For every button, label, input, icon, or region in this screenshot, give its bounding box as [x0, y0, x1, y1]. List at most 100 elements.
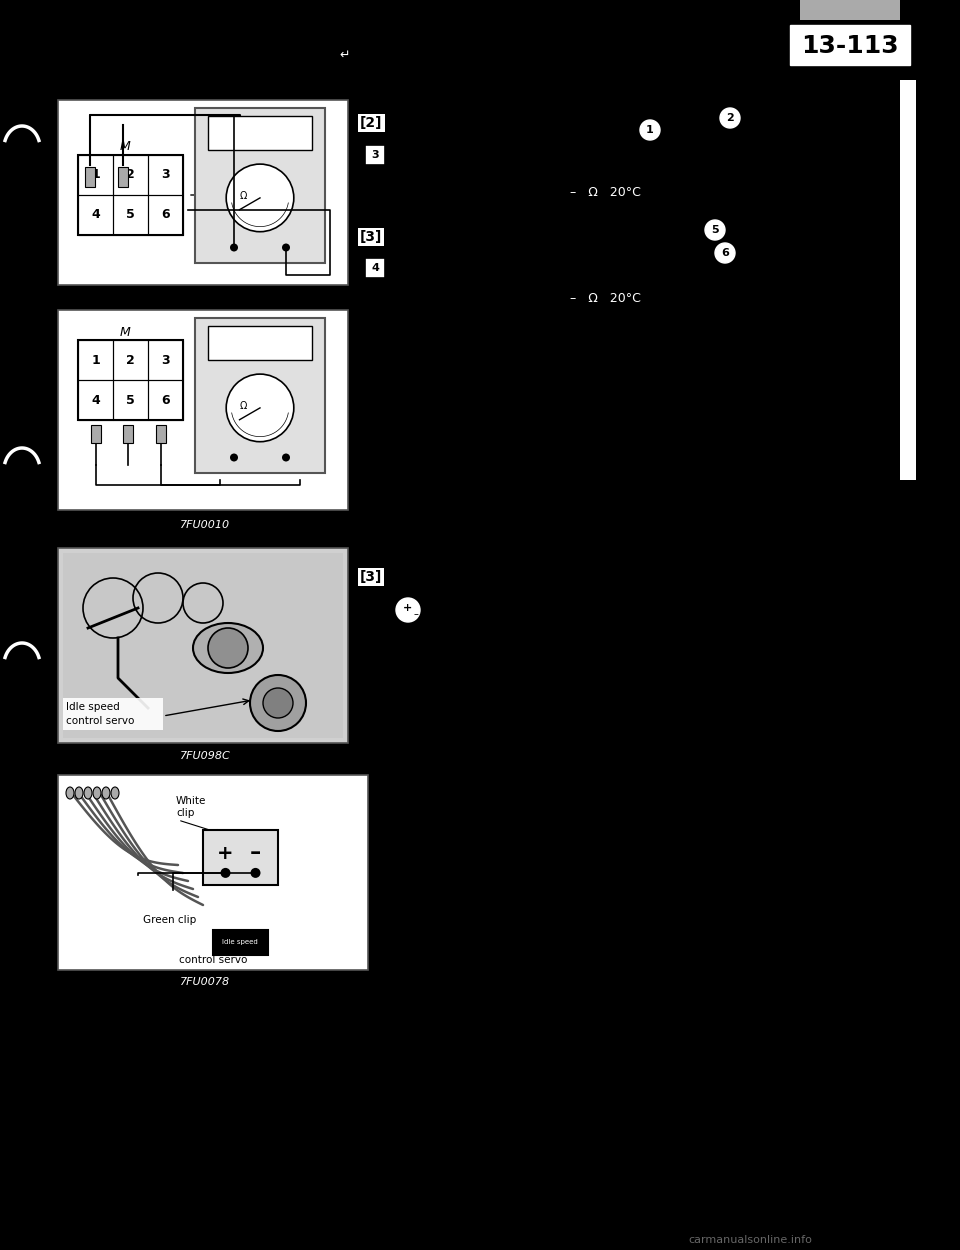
- Bar: [58, 775, 368, 970]
- Text: –: –: [414, 609, 419, 619]
- Text: 5: 5: [126, 209, 134, 221]
- Bar: [63, 552, 343, 738]
- Text: control servo: control servo: [66, 716, 134, 726]
- Text: –   Ω   20°C: – Ω 20°C: [570, 291, 641, 305]
- Circle shape: [705, 220, 725, 240]
- Text: Green clip: Green clip: [143, 915, 196, 925]
- Bar: [58, 310, 348, 510]
- Text: 3: 3: [161, 354, 170, 366]
- Text: 2: 2: [126, 354, 134, 366]
- Text: 7FU0078: 7FU0078: [180, 978, 230, 988]
- Bar: [365, 145, 385, 165]
- Circle shape: [230, 454, 238, 461]
- Bar: [800, 0, 900, 20]
- Text: 7FU098C: 7FU098C: [180, 751, 230, 761]
- Bar: [915, 0, 960, 1250]
- Circle shape: [221, 867, 230, 877]
- Text: 13-113: 13-113: [802, 34, 899, 58]
- Text: 2: 2: [126, 169, 134, 181]
- Circle shape: [227, 164, 294, 231]
- Text: 4: 4: [91, 209, 100, 221]
- Text: Idle speed: Idle speed: [222, 939, 258, 945]
- Ellipse shape: [93, 788, 101, 799]
- Text: [2]: [2]: [360, 116, 382, 130]
- Text: 1: 1: [646, 125, 654, 135]
- Bar: [58, 548, 348, 742]
- Ellipse shape: [66, 788, 74, 799]
- Text: Ω: Ω: [239, 191, 247, 201]
- Bar: [78, 195, 113, 235]
- Bar: [78, 155, 183, 235]
- Bar: [78, 155, 113, 195]
- Bar: [790, 25, 910, 65]
- Circle shape: [227, 374, 294, 441]
- Text: control servo: control servo: [179, 955, 247, 965]
- Bar: [63, 698, 163, 730]
- Bar: [78, 340, 113, 380]
- Text: +: +: [217, 844, 233, 862]
- Text: 6: 6: [721, 248, 729, 258]
- Text: 1: 1: [91, 354, 100, 366]
- Bar: [365, 258, 385, 278]
- Bar: [91, 425, 101, 442]
- Text: White
clip: White clip: [176, 796, 206, 819]
- Text: 1: 1: [91, 169, 100, 181]
- Text: 3: 3: [161, 169, 170, 181]
- Circle shape: [640, 120, 660, 140]
- Bar: [113, 340, 148, 380]
- Circle shape: [282, 244, 290, 251]
- Bar: [113, 155, 148, 195]
- Text: 4: 4: [91, 394, 100, 406]
- Bar: [113, 195, 148, 235]
- Circle shape: [396, 598, 420, 622]
- Text: 6: 6: [161, 209, 170, 221]
- Circle shape: [251, 867, 260, 877]
- Text: 4: 4: [372, 262, 379, 272]
- Circle shape: [263, 688, 293, 717]
- Bar: [78, 340, 183, 420]
- Bar: [148, 195, 183, 235]
- Text: +: +: [403, 602, 413, 612]
- Bar: [195, 318, 325, 472]
- Bar: [195, 107, 325, 262]
- Bar: [58, 100, 348, 285]
- Text: 5: 5: [126, 394, 134, 406]
- Text: 2: 2: [726, 112, 733, 123]
- Bar: [213, 930, 268, 955]
- Bar: [208, 116, 312, 150]
- Text: 6: 6: [161, 394, 170, 406]
- Text: [3]: [3]: [360, 570, 382, 584]
- Bar: [118, 168, 128, 187]
- Bar: [148, 340, 183, 380]
- Circle shape: [250, 675, 306, 731]
- Circle shape: [720, 107, 740, 127]
- Text: carmanualsonline.info: carmanualsonline.info: [688, 1235, 812, 1245]
- Text: –   Ω   20°C: – Ω 20°C: [570, 185, 641, 199]
- Circle shape: [282, 454, 290, 461]
- Text: 7FU0010: 7FU0010: [180, 520, 230, 530]
- Bar: [85, 168, 95, 187]
- Ellipse shape: [193, 622, 263, 672]
- Ellipse shape: [102, 788, 110, 799]
- Ellipse shape: [75, 788, 83, 799]
- Bar: [148, 380, 183, 420]
- Bar: [123, 425, 133, 442]
- Circle shape: [230, 244, 238, 251]
- Circle shape: [715, 242, 735, 262]
- Text: 3: 3: [372, 150, 379, 160]
- Text: –: –: [250, 842, 261, 862]
- Circle shape: [208, 628, 248, 668]
- Text: ↵: ↵: [340, 49, 350, 61]
- Bar: [113, 380, 148, 420]
- Text: 5: 5: [711, 225, 719, 235]
- Bar: [900, 80, 916, 480]
- Text: M: M: [120, 325, 131, 339]
- Text: Idle speed: Idle speed: [66, 703, 120, 712]
- Bar: [203, 830, 278, 885]
- Ellipse shape: [111, 788, 119, 799]
- Text: M: M: [120, 140, 131, 154]
- Text: [3]: [3]: [360, 230, 382, 244]
- Bar: [156, 425, 166, 442]
- Bar: [78, 380, 113, 420]
- Bar: [148, 155, 183, 195]
